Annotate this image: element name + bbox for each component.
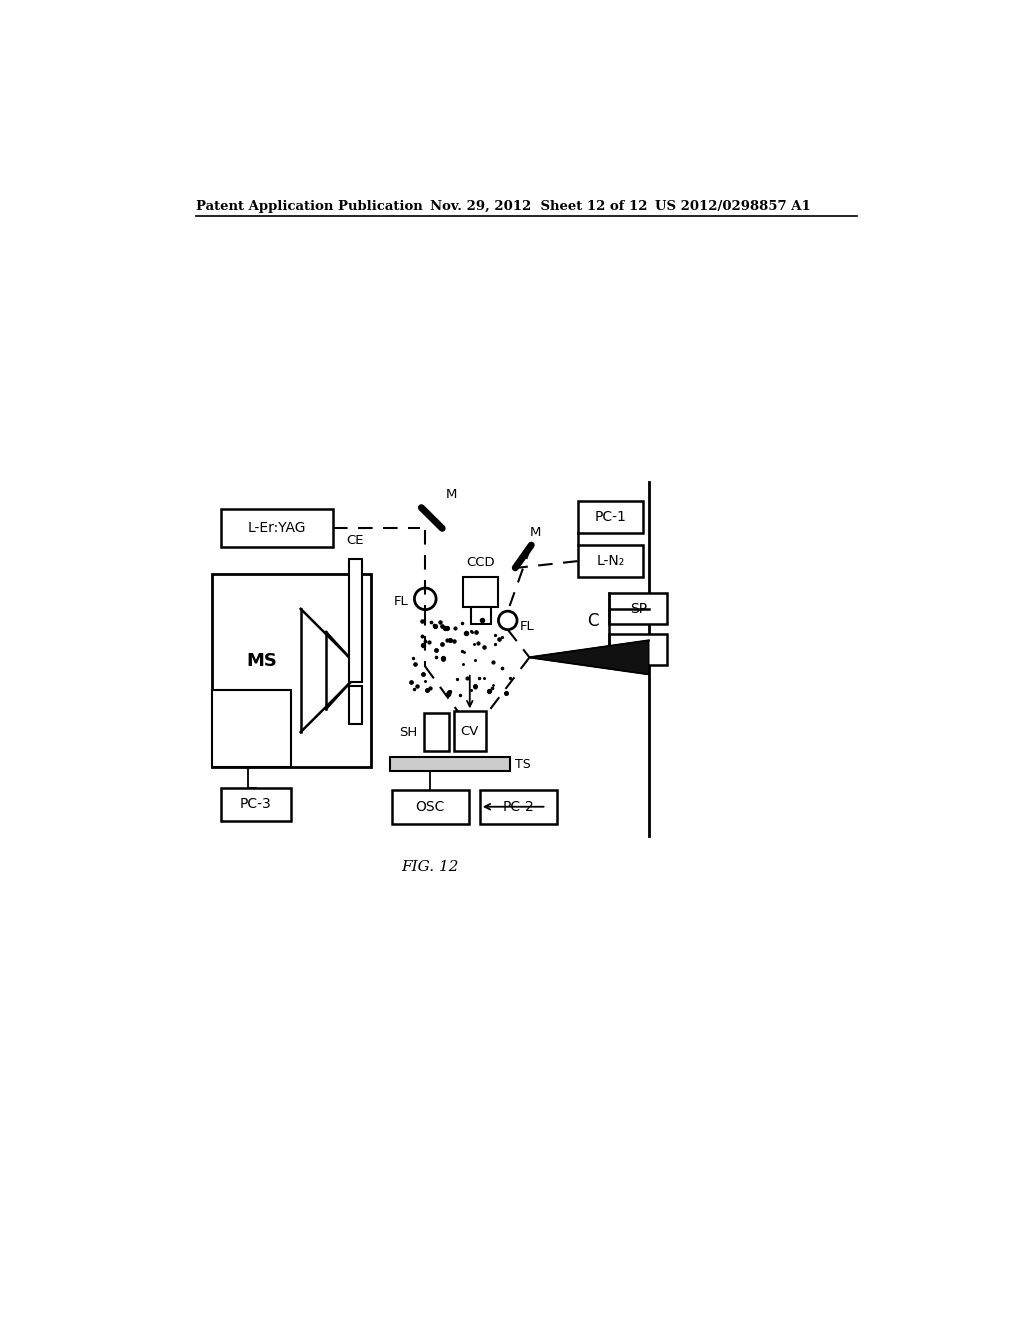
Text: Patent Application Publication: Patent Application Publication [197, 199, 423, 213]
Bar [212, 689, 291, 767]
Text: TS: TS [515, 758, 530, 771]
Text: SP: SP [630, 602, 647, 616]
Text: PC-2: PC-2 [503, 800, 535, 813]
Polygon shape [529, 640, 649, 675]
Bar [424, 713, 449, 751]
Bar [609, 594, 668, 624]
Bar [454, 711, 486, 751]
Text: Nov. 29, 2012  Sheet 12 of 12: Nov. 29, 2012 Sheet 12 of 12 [430, 199, 648, 213]
Text: US 2012/0298857 A1: US 2012/0298857 A1 [655, 199, 811, 213]
Bar [480, 789, 557, 824]
Text: M: M [445, 488, 457, 502]
Text: HV: HV [629, 643, 648, 656]
Text: MS: MS [247, 652, 278, 669]
Bar [609, 635, 668, 665]
Text: C: C [587, 611, 599, 630]
Bar [578, 502, 643, 533]
Text: CCD: CCD [466, 556, 495, 569]
Text: FL: FL [393, 594, 409, 607]
Text: M: M [529, 525, 541, 539]
Text: PC-1: PC-1 [595, 511, 627, 524]
Text: CV: CV [461, 725, 479, 738]
Bar [221, 508, 334, 548]
Text: FL: FL [520, 620, 535, 634]
Text: L-N₂: L-N₂ [596, 554, 625, 568]
Text: PC-3: PC-3 [240, 797, 271, 812]
Text: CE: CE [347, 535, 365, 548]
Bar [349, 686, 362, 725]
Text: OSC: OSC [416, 800, 445, 813]
Text: FIG. 12: FIG. 12 [401, 859, 459, 874]
Bar [212, 574, 371, 767]
Text: L-Er:YAG: L-Er:YAG [248, 521, 306, 535]
Text: SH: SH [399, 726, 418, 739]
Bar [221, 788, 291, 821]
Bar [471, 607, 490, 624]
Bar [391, 789, 469, 824]
Bar [349, 558, 362, 682]
Bar [390, 758, 510, 771]
Bar [578, 545, 643, 577]
Bar [463, 577, 499, 607]
